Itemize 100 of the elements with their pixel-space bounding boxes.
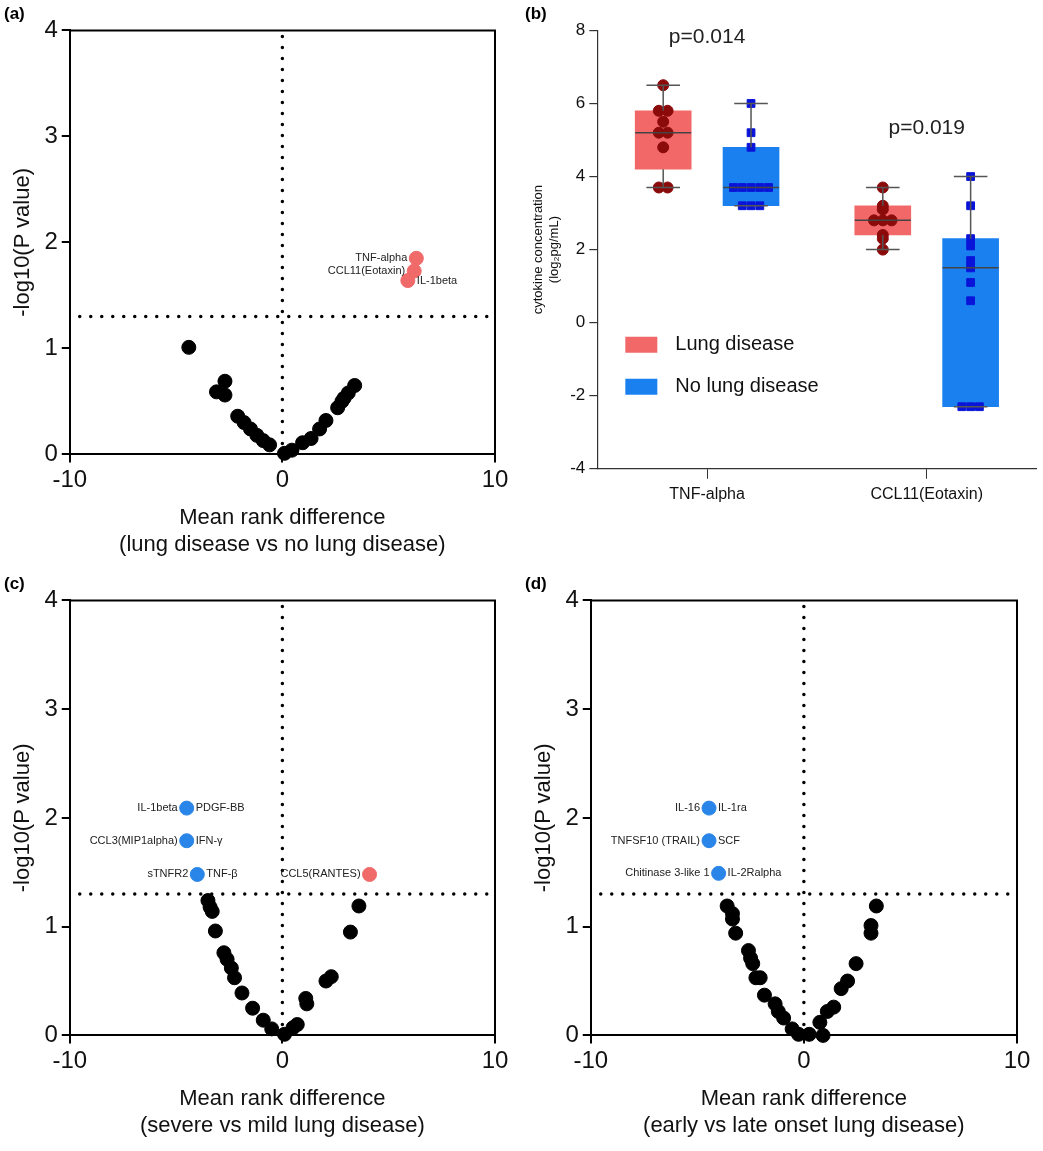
annotation: IL-16 xyxy=(674,801,701,814)
y-tick-label: 4 xyxy=(575,166,586,186)
point xyxy=(207,923,223,939)
point xyxy=(189,866,205,882)
x-tick-label: 0 xyxy=(275,1046,290,1074)
y-tick-label: 3 xyxy=(44,121,58,149)
annotation: p=0.014 xyxy=(668,24,746,47)
point xyxy=(181,339,197,355)
point xyxy=(728,925,744,941)
y-tick-label: 2 xyxy=(44,802,58,830)
legend-label: Lung disease xyxy=(675,332,795,355)
point xyxy=(812,1014,828,1030)
point xyxy=(408,250,424,266)
legend-label: No lung disease xyxy=(675,374,819,397)
point xyxy=(351,898,367,914)
annotation: IL-1beta xyxy=(137,801,179,814)
x-axis-title: Mean rank difference (severe vs mild lung disease) xyxy=(139,1085,425,1137)
annotation: CCL11(Eotaxin) xyxy=(327,264,406,277)
annotation: IL-2Ralpha xyxy=(727,866,783,879)
y-tick-label: 3 xyxy=(565,693,579,721)
y-tick-label: 2 xyxy=(44,227,58,255)
y-tick-label: 8 xyxy=(575,20,586,40)
x-tick-label: CCL11(Eotaxin) xyxy=(870,484,984,502)
point xyxy=(776,1010,792,1026)
y-tick-label: 2 xyxy=(565,802,579,830)
point xyxy=(815,1027,831,1043)
point xyxy=(826,999,842,1015)
point xyxy=(245,1000,261,1016)
annotation: PDGF-BB xyxy=(195,801,245,814)
y-axis-title: cytokine concentration (log₂pg/mL) xyxy=(530,184,561,315)
point xyxy=(262,437,278,453)
y-tick-label: 0 xyxy=(575,312,586,332)
point xyxy=(227,970,243,986)
point xyxy=(217,373,233,389)
point xyxy=(323,969,339,985)
chart-title: (b) xyxy=(525,3,547,23)
point xyxy=(179,800,195,816)
point xyxy=(362,866,378,882)
chart-title: (d) xyxy=(525,573,547,593)
annotation: CCL3(MIP1alpha) xyxy=(89,833,178,846)
point xyxy=(701,800,717,816)
point xyxy=(347,378,363,393)
y-tick-label: 4 xyxy=(44,585,58,613)
annotation: TNF-β xyxy=(206,867,238,880)
x-axis-title: Mean rank difference (early vs late onset lung disease) xyxy=(643,1085,965,1137)
point xyxy=(701,833,717,849)
x-axis-title: Mean rank difference (lung disease vs no lung disease) xyxy=(119,504,446,556)
point xyxy=(868,898,884,914)
point xyxy=(756,987,772,1003)
point xyxy=(711,865,727,881)
chart-title: (a) xyxy=(4,3,25,23)
annotation: Chitinase 3-like 1 xyxy=(625,866,710,879)
point xyxy=(217,387,233,403)
annotation: IFN-γ xyxy=(195,833,224,846)
annotation: IL-1beta xyxy=(416,273,459,286)
x-tick-label: 0 xyxy=(797,1046,811,1074)
point xyxy=(318,412,334,428)
y-tick-label: 1 xyxy=(44,911,58,939)
y-axis-title: -log10(P value) xyxy=(9,743,35,893)
point xyxy=(255,1012,271,1028)
y-tick-label: -4 xyxy=(570,458,586,478)
x-tick-label: 10 xyxy=(481,1046,509,1074)
x-tick-label: -10 xyxy=(52,1046,88,1074)
chart-title: (c) xyxy=(4,573,25,593)
x-tick-label: -10 xyxy=(573,1046,609,1074)
point xyxy=(289,1017,305,1033)
point xyxy=(342,924,358,940)
point xyxy=(303,431,319,446)
annotation: CCL5(RANTES) xyxy=(280,867,361,880)
y-tick-label: 4 xyxy=(44,15,58,43)
annotation: SCF xyxy=(718,833,741,846)
y-tick-label: 2 xyxy=(575,239,586,259)
x-tick-label: -10 xyxy=(52,465,88,493)
point xyxy=(848,956,864,972)
x-tick-label: TNF-alpha xyxy=(669,484,745,502)
annotation: TNF-alpha xyxy=(355,251,409,264)
y-tick-label: 0 xyxy=(565,1020,579,1048)
y-axis-title: -log10(P value) xyxy=(530,743,556,893)
y-tick-label: 0 xyxy=(44,1020,58,1048)
y-tick-label: 6 xyxy=(575,93,586,113)
point xyxy=(234,985,250,1001)
point xyxy=(264,1021,280,1037)
y-tick-label: 4 xyxy=(565,585,579,613)
x-tick-label: 0 xyxy=(275,465,290,493)
y-tick-label: 1 xyxy=(44,333,58,361)
point xyxy=(840,973,856,989)
y-tick-label: 1 xyxy=(565,911,579,939)
annotation: sTNFR2 xyxy=(147,867,189,880)
annotation: p=0.019 xyxy=(888,115,965,139)
point xyxy=(179,833,195,849)
annotation: IL-1ra xyxy=(718,801,748,814)
x-tick-label: 10 xyxy=(481,465,509,493)
x-tick-label: 10 xyxy=(1003,1046,1031,1074)
y-tick-label: 3 xyxy=(44,693,58,721)
y-tick-label: -2 xyxy=(570,385,586,405)
y-axis-title: -log10(P value) xyxy=(9,168,35,317)
point xyxy=(745,956,761,972)
annotation: TNFSF10 (TRAIL) xyxy=(610,833,701,846)
point xyxy=(284,442,300,458)
y-tick-label: 0 xyxy=(44,439,58,467)
